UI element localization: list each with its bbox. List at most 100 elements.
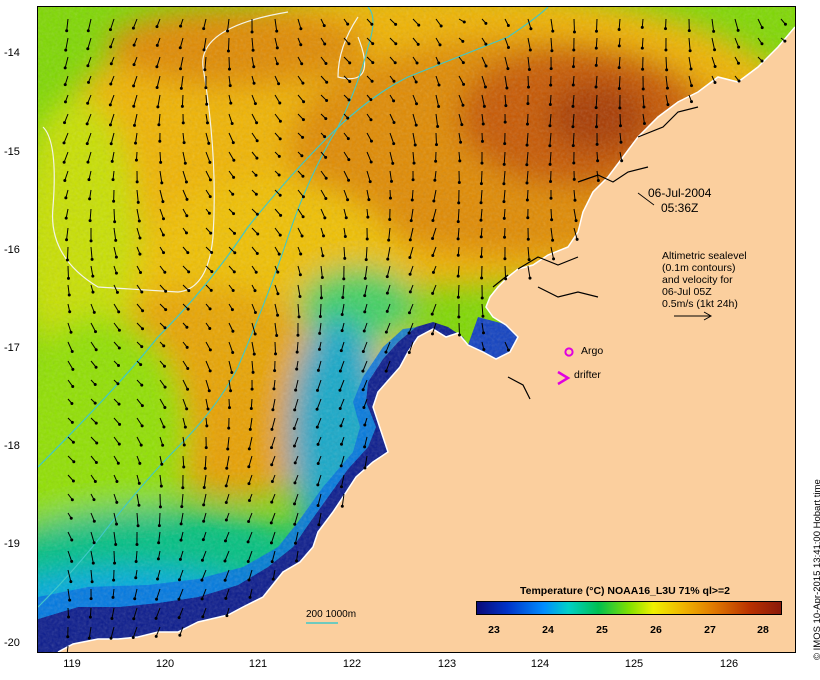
velocity-arrow [317,493,322,506]
velocity-arrow-head [88,615,92,619]
velocity-arrow-head [205,424,209,428]
velocity-arrow [67,607,70,618]
lon-label-126: 126 [719,658,739,670]
velocity-arrow-head [63,66,67,70]
velocity-arrow-head [293,408,297,412]
velocity-arrow [203,37,207,50]
velocity-arrow-head [526,237,530,241]
velocity-arrow [297,208,304,218]
velocity-arrow [270,512,276,524]
velocity-arrow [67,322,72,333]
velocity-arrow-head [163,270,167,274]
velocity-arrow-head [186,387,190,391]
velocity-arrow-head [139,443,143,447]
velocity-arrow-head [338,388,342,392]
velocity-arrow-head [737,45,741,49]
velocity-arrow [87,151,92,163]
velocity-arrow [408,322,414,334]
velocity-arrow [480,246,483,257]
velocity-arrow [274,18,278,32]
velocity-arrow-head [482,331,486,335]
velocity-arrow [272,569,276,580]
velocity-arrow-head [407,311,411,315]
velocity-arrow-head [161,233,165,237]
map-canvas [38,7,795,652]
velocity-arrow-head [276,270,280,274]
velocity-arrow-head [343,234,347,238]
velocity-arrow-head [617,86,621,90]
velocity-arrow-head [70,420,74,424]
velocity-arrow-head [113,220,117,224]
velocity-arrow-head [154,616,158,620]
velocity-arrow [319,303,322,317]
velocity-arrow-head [132,104,136,108]
velocity-arrow [205,151,211,163]
velocity-arrow [90,322,96,332]
velocity-arrow-head [325,80,329,84]
velocity-arrow [182,417,186,428]
velocity-arrow-head [338,369,342,373]
velocity-arrow [65,208,69,219]
velocity-arrow [550,18,554,32]
velocity-arrow-head [293,522,297,526]
velocity-arrow-head [203,466,207,470]
velocity-arrow [248,569,253,581]
velocity-arrow [158,512,161,526]
velocity-arrow-head [116,461,120,465]
velocity-arrow [688,56,692,70]
velocity-arrow [385,322,391,333]
velocity-arrow-head [70,559,74,563]
velocity-arrow-head [140,345,144,349]
velocity-arrow-head [254,192,258,196]
velocity-arrow-head [137,219,141,223]
velocity-arrow [135,550,138,562]
velocity-arrow-head [689,100,693,104]
velocity-arrow [688,37,691,51]
velocity-arrow [66,246,69,260]
sst-map [37,6,796,653]
velocity-arrow-head [86,64,90,68]
velocity-arrow [110,626,115,639]
velocity-arrow [549,113,552,126]
velocity-arrow-head [527,67,531,71]
velocity-arrow [251,360,254,373]
velocity-arrow-head [70,401,74,405]
velocity-arrow [320,189,327,199]
velocity-arrow-head [71,385,75,389]
velocity-arrow-head [200,558,204,562]
velocity-arrow-head [109,62,113,66]
velocity-arrow-head [366,215,370,219]
velocity-arrow [182,151,186,164]
velocity-arrow [113,550,116,564]
lat-label-15: -15 [4,146,20,158]
velocity-arrow-head [549,179,553,183]
velocity-arrow [227,436,230,450]
velocity-arrow [182,455,185,468]
velocity-arrow-head [275,29,279,33]
velocity-arrow-head [640,46,644,50]
velocity-arrow-head [300,62,304,66]
velocity-arrow-head [249,407,253,411]
velocity-arrow-head [273,369,277,373]
velocity-arrow [227,37,230,51]
velocity-arrow-head [138,461,142,465]
velocity-arrow [526,132,529,146]
velocity-arrow [274,94,281,104]
velocity-arrow [526,170,529,184]
velocity-arrow-head [179,86,183,90]
velocity-arrow-head [504,104,508,108]
velocity-arrow-head [208,195,212,199]
velocity-arrow-head [117,346,121,350]
velocity-arrow [412,132,416,146]
velocity-arrow-head [208,326,212,330]
velocity-arrow [409,227,414,240]
velocity-arrow [458,113,463,125]
velocity-arrow-head [202,503,206,507]
velocity-arrow-head [456,274,460,278]
velocity-arrow [224,550,230,562]
velocity-arrow-head [65,29,69,33]
velocity-arrow [294,493,299,505]
velocity-arrow [204,455,207,469]
velocity-arrow-head [182,465,186,469]
velocity-arrow [182,132,185,143]
